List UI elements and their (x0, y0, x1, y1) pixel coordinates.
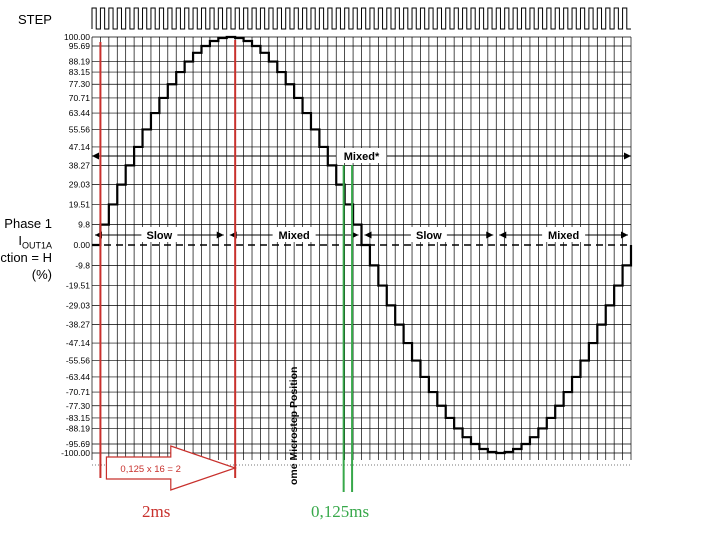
y-tick-label: -70.71 (66, 387, 90, 397)
decay-seg-3-arrowhead-right (621, 231, 628, 239)
y-tick-label: 77.30 (69, 79, 91, 89)
y-tick-label: 63.44 (69, 108, 91, 118)
y-tick-label: 29.03 (69, 180, 91, 190)
decay-seg-label-1-bg (272, 227, 316, 242)
y-tick-label: -83.15 (66, 413, 90, 423)
mixed-star-label-bg (336, 148, 387, 163)
y-axis-label-line4: (%) (31, 267, 52, 282)
y-axis-label-line3: ction = H (0, 250, 52, 265)
y-tick-label: 95.69 (69, 41, 91, 51)
y-tick-label: -9.8 (75, 260, 90, 270)
decay-seg-label-3: Mixed (548, 230, 579, 242)
y-tick-label: 9.8 (78, 220, 90, 230)
mixed-star-label: Mixed* (344, 151, 380, 163)
decay-seg-label-1: Mixed (279, 230, 310, 242)
decay-seg-2-arrowhead-left (364, 231, 372, 239)
y-axis-label-sub: OUT1A (21, 240, 52, 251)
current-waveform (92, 35, 633, 455)
decay-seg-label-0-bg (141, 227, 178, 242)
decay-annotations: Mixed* Slow Mixed Slow Mixed ome Microstep Po… (92, 148, 631, 485)
step-pulse-train (91, 7, 631, 30)
mixed-star-arrow-arrowhead-right (624, 152, 631, 160)
y-tick-label: -55.56 (66, 356, 90, 366)
y-tick-label: -63.44 (66, 372, 90, 382)
decay-seg-3-arrowhead-left (499, 231, 507, 239)
step-pulses (91, 7, 631, 30)
y-tick-label: -19.51 (66, 281, 90, 291)
decay-seg-2-arrowhead-right (486, 231, 494, 239)
y-tick-label: 19.51 (69, 199, 91, 209)
y-axis-label-line2: IOUT1A (18, 233, 52, 254)
y-tick-label: 100.00 (64, 32, 90, 42)
y-tick-label: -38.27 (66, 320, 90, 330)
y-tick-label: 55.56 (69, 124, 91, 134)
y-axis-label-line1: Phase 1 (4, 216, 52, 231)
y-tick-label: -47.14 (66, 338, 90, 348)
step-label: STEP (18, 12, 52, 27)
green-time-label: 0,125ms (311, 502, 370, 521)
chart-grid (91, 36, 632, 466)
decay-seg-label-0: Slow (147, 230, 173, 242)
y-tick-label: 0.00 (73, 240, 90, 250)
mixed-star-arrow-arrowhead-left (92, 152, 99, 160)
y-tick-label: -29.03 (66, 300, 90, 310)
y-tick-label: -100.00 (61, 448, 90, 458)
microstep-position-label: ome Microstep Position (288, 367, 300, 485)
decay-seg-1-arrowhead-right (351, 231, 359, 239)
y-tick-label: 38.27 (69, 160, 91, 170)
decay-seg-label-3-bg (542, 227, 586, 242)
y-tick-label: -77.30 (66, 401, 90, 411)
y-axis-label-i: I (18, 233, 22, 248)
time-markers: 0,125 x 16 = 2 (99, 40, 354, 492)
decay-seg-0-arrowhead-right (216, 231, 224, 239)
red-interval-arrow (105, 445, 238, 491)
y-tick-label: -95.69 (66, 439, 90, 449)
red-interval-text: 0,125 x 16 = 2 (120, 464, 180, 475)
y-tick-label: 70.71 (69, 93, 91, 103)
y-tick-label: -88.19 (66, 423, 90, 433)
decay-seg-label-2-bg (410, 227, 447, 242)
y-tick-label: 83.15 (69, 67, 91, 77)
red-time-label: 2ms (142, 502, 171, 521)
y-tick-label: 88.19 (69, 57, 91, 67)
y-tick-label: 47.14 (69, 142, 91, 152)
current-staircase (92, 35, 633, 455)
decay-seg-label-2: Slow (416, 230, 442, 242)
